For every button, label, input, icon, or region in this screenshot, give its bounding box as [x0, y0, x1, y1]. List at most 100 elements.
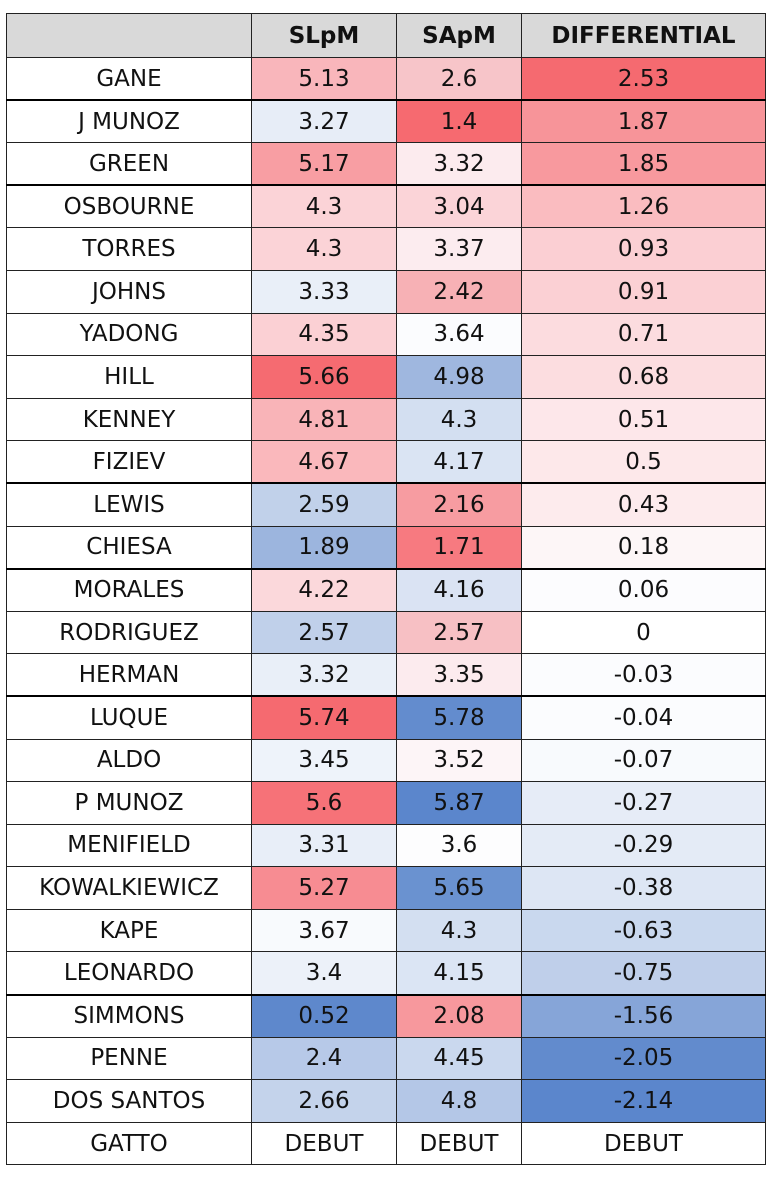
sapm-cell: 1.4	[396, 99, 522, 144]
differential-cell: -0.63	[521, 908, 766, 953]
row-name-cell: PENNE	[6, 1036, 252, 1081]
sapm-cell: 3.37	[396, 227, 522, 271]
table-row: PENNE 2.4 4.45 -2.05	[6, 1036, 766, 1081]
differential-cell: -0.27	[521, 781, 766, 825]
differential-cell: 0.91	[521, 269, 766, 314]
header-name	[6, 13, 252, 58]
differential-cell: 0.43	[521, 482, 766, 527]
slpm-cell: 3.32	[251, 653, 397, 697]
table-row: LEONARDO 3.4 4.15 -0.75	[6, 951, 766, 996]
sapm-cell: DEBUT	[396, 1121, 522, 1166]
row-name-cell: MENIFIELD	[6, 823, 252, 868]
table-row: MENIFIELD 3.31 3.6 -0.29	[6, 823, 766, 868]
header-row: SLpM SApM DIFFERENTIAL	[6, 13, 766, 58]
sapm-cell: 2.08	[396, 993, 522, 1038]
sapm-cell: 2.42	[396, 269, 522, 314]
slpm-cell: 4.3	[251, 227, 397, 271]
row-name-cell: YADONG	[6, 312, 252, 357]
differential-cell: 1.26	[521, 184, 766, 229]
sapm-cell: 4.3	[396, 908, 522, 953]
slpm-cell: 3.33	[251, 269, 397, 314]
sapm-cell: 3.32	[396, 142, 522, 186]
differential-cell: -0.38	[521, 866, 766, 910]
sapm-cell: 3.04	[396, 184, 522, 229]
slpm-cell: 2.59	[251, 482, 397, 527]
differential-cell: 0.51	[521, 397, 766, 442]
row-name-cell: CHIESA	[6, 525, 252, 570]
slpm-cell: 5.13	[251, 57, 397, 101]
slpm-cell: 4.3	[251, 184, 397, 229]
slpm-cell: 5.66	[251, 355, 397, 399]
row-name-cell: J MUNOZ	[6, 99, 252, 144]
differential-cell: -2.05	[521, 1036, 766, 1081]
row-name-cell: GANE	[6, 57, 252, 101]
slpm-cell: 5.74	[251, 695, 397, 740]
table-row: SIMMONS 0.52 2.08 -1.56	[6, 993, 766, 1038]
slpm-cell: 3.45	[251, 738, 397, 783]
sapm-cell: 4.98	[396, 355, 522, 399]
sapm-cell: 2.57	[396, 610, 522, 655]
row-name-cell: ALDO	[6, 738, 252, 783]
row-name-cell: KAPE	[6, 908, 252, 953]
sapm-cell: 5.78	[396, 695, 522, 740]
row-name-cell: HILL	[6, 355, 252, 399]
table-row: HERMAN 3.32 3.35 -0.03	[6, 653, 766, 697]
differential-cell: 0.06	[521, 567, 766, 612]
row-name-cell: KOWALKIEWICZ	[6, 866, 252, 910]
slpm-cell: 0.52	[251, 993, 397, 1038]
slpm-cell: 3.31	[251, 823, 397, 868]
differential-cell: 0.18	[521, 525, 766, 570]
differential-cell: 1.87	[521, 99, 766, 144]
slpm-cell: 2.4	[251, 1036, 397, 1081]
sapm-cell: 4.8	[396, 1079, 522, 1123]
row-name-cell: P MUNOZ	[6, 781, 252, 825]
row-name-cell: LUQUE	[6, 695, 252, 740]
table-row: KAPE 3.67 4.3 -0.63	[6, 908, 766, 953]
differential-cell: 2.53	[521, 57, 766, 101]
row-name-cell: DOS SANTOS	[6, 1079, 252, 1123]
row-name-cell: SIMMONS	[6, 993, 252, 1038]
slpm-cell: DEBUT	[251, 1121, 397, 1166]
table-row: RODRIGUEZ 2.57 2.57 0	[6, 610, 766, 655]
fighter-stats-table: SLpM SApM DIFFERENTIAL GANE 5.13 2.6 2.53 J …	[6, 13, 766, 1166]
row-name-cell: RODRIGUEZ	[6, 610, 252, 655]
table-row: TORRES 4.3 3.37 0.93	[6, 227, 766, 271]
differential-cell: -2.14	[521, 1079, 766, 1123]
table-row: KENNEY 4.81 4.3 0.51	[6, 397, 766, 442]
differential-cell: DEBUT	[521, 1121, 766, 1166]
slpm-cell: 4.22	[251, 567, 397, 612]
row-name-cell: JOHNS	[6, 269, 252, 314]
table-row: CHIESA 1.89 1.71 0.18	[6, 525, 766, 570]
slpm-cell: 2.66	[251, 1079, 397, 1123]
sapm-cell: 3.64	[396, 312, 522, 357]
table-row: DOS SANTOS 2.66 4.8 -2.14	[6, 1079, 766, 1123]
slpm-cell: 4.35	[251, 312, 397, 357]
differential-cell: 1.85	[521, 142, 766, 186]
differential-cell: -0.07	[521, 738, 766, 783]
sapm-cell: 3.35	[396, 653, 522, 697]
header-differential: DIFFERENTIAL	[521, 13, 766, 58]
row-name-cell: HERMAN	[6, 653, 252, 697]
sapm-cell: 5.87	[396, 781, 522, 825]
table-row: MORALES 4.22 4.16 0.06	[6, 567, 766, 612]
slpm-cell: 4.81	[251, 397, 397, 442]
differential-cell: 0.93	[521, 227, 766, 271]
slpm-cell: 3.67	[251, 908, 397, 953]
sapm-cell: 2.16	[396, 482, 522, 527]
table-row: LEWIS 2.59 2.16 0.43	[6, 482, 766, 527]
sapm-cell: 4.17	[396, 440, 522, 484]
row-name-cell: OSBOURNE	[6, 184, 252, 229]
table-row: GREEN 5.17 3.32 1.85	[6, 142, 766, 186]
differential-cell: -0.03	[521, 653, 766, 697]
slpm-cell: 3.4	[251, 951, 397, 996]
sapm-cell: 2.6	[396, 57, 522, 101]
slpm-cell: 2.57	[251, 610, 397, 655]
sapm-cell: 5.65	[396, 866, 522, 910]
sapm-cell: 4.16	[396, 567, 522, 612]
differential-cell: 0.68	[521, 355, 766, 399]
table-row: HILL 5.66 4.98 0.68	[6, 355, 766, 399]
slpm-cell: 1.89	[251, 525, 397, 570]
table-row: FIZIEV 4.67 4.17 0.5	[6, 440, 766, 484]
table-row: ALDO 3.45 3.52 -0.07	[6, 738, 766, 783]
row-name-cell: LEWIS	[6, 482, 252, 527]
